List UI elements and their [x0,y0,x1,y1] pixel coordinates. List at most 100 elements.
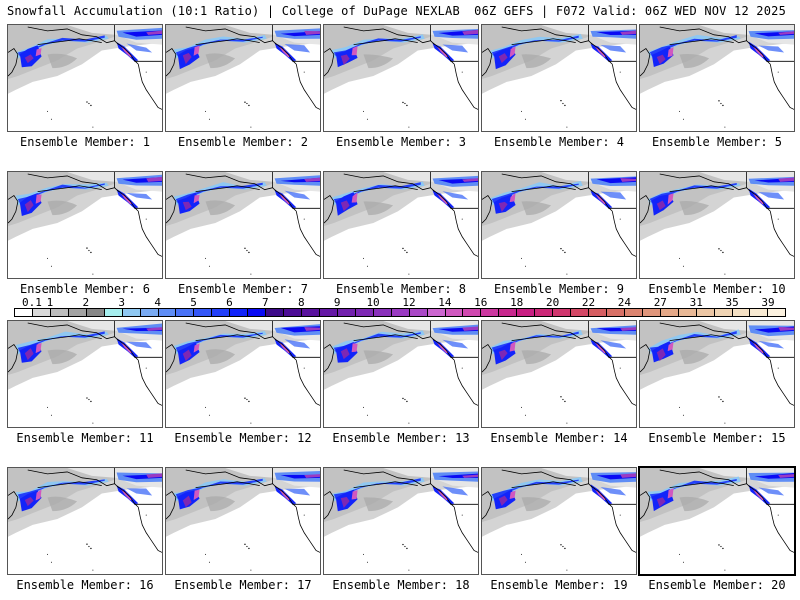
colorbar-tick-label: 18 [510,296,524,309]
colorbar-swatch [714,309,733,316]
coastline-kamchatka [8,344,19,373]
coastline-us-west [769,211,794,257]
hawaii-island [246,545,248,548]
pacific-island [619,367,621,369]
pacific-island [408,422,410,424]
coastline-aleutians [37,38,102,46]
coastline-us-west [137,211,162,257]
ensemble-member-label: Ensemble Member: 13 [332,431,470,445]
pacific-island [682,414,684,416]
snow-extreme-core [278,488,291,501]
snow-light-region [8,25,117,79]
hawaii-island [720,545,722,548]
snow-extreme-core [498,53,508,64]
snow-extreme-core [35,194,42,204]
pacific-island [408,273,410,275]
snow-heavy-band [333,332,421,353]
hawaii-island [560,247,562,250]
hawaii-island [722,547,724,550]
coastline-alaska [659,469,751,488]
coastline-aleutians [195,334,260,342]
ensemble-member-label: Ensemble Member: 18 [332,578,470,592]
pacific-island [362,257,364,259]
snow-light-region [699,25,794,45]
ensemble-member-label: Ensemble Member: 15 [648,431,786,445]
pacific-island [303,514,305,516]
hawaii-island [402,247,404,250]
snow-light-region [679,496,710,512]
snow-extreme-core [509,192,516,203]
pacific-island [524,414,526,416]
snow-extreme-core [340,348,350,360]
coastline-kamchatka [640,195,651,224]
snow-moderate-band [126,193,153,200]
pacific-island [208,414,210,416]
coastline-kamchatka [482,344,493,373]
pacific-island [50,118,52,120]
coastline-aleutians [195,185,260,193]
coastline-us-west [769,507,794,553]
snow-extreme-core [182,349,192,362]
snow-extreme-core [24,348,34,361]
colorbar-swatch [409,309,428,316]
snow-extreme-core [594,341,607,354]
snow-moderate-band [758,192,785,200]
pacific-island [204,110,206,112]
coastline-us-west [295,211,320,257]
hawaii-island [720,398,722,401]
ensemble-member-label: Ensemble Member: 14 [490,431,628,445]
snow-extreme-core [594,45,607,58]
hawaii-island [402,543,404,546]
coastline-kamchatka [324,48,335,77]
coastline-aleutians [37,481,102,489]
colorbar-tick-label: 5 [190,296,197,309]
coastline-us-west [137,507,162,553]
colorbar-swatch [15,309,33,316]
colorbar-tick-label: 20 [545,296,560,309]
hawaii-island [90,251,92,254]
hawaii-island [562,102,564,105]
colorbar-swatch [266,309,285,316]
snow-heavy-band [175,332,263,353]
hawaii-island [88,398,90,401]
coastline-us-west [137,360,162,406]
hawaii-island [562,398,564,401]
ensemble-member-label: Ensemble Member: 19 [490,578,628,592]
pacific-island [524,561,526,563]
ensemble-map-panel [165,24,321,132]
pacific-island [777,514,779,516]
pacific-island [46,406,48,408]
colorbar-swatch [194,309,213,316]
coastline-kamchatka [166,344,177,373]
coastline-us-west [611,360,636,406]
snow-heavy-band [649,331,737,353]
hawaii-island [718,396,720,398]
snow-extreme-core [462,326,478,331]
hawaii-island [248,547,250,550]
snow-extreme-core [182,495,192,508]
pacific-island [145,514,147,516]
snow-extreme-core [351,46,358,56]
colorbar-swatch [319,309,338,316]
ensemble-member-label: Ensemble Member: 11 [16,431,154,445]
coastline-alaska [343,173,435,192]
snow-light-region [679,200,710,216]
hawaii-island [722,251,724,254]
colorbar-swatch [696,309,715,316]
run-valid-time: 06Z GEFS | F072 Valid: 06Z WED NOV 12 20… [474,4,786,18]
pacific-island [208,118,210,120]
colorbar-tick-label: 10 [366,296,380,309]
snow-extreme-core [35,342,42,354]
hawaii-island [562,545,564,548]
snow-extreme-core [35,48,42,57]
colorbar-swatch [32,309,51,316]
snow-extreme-core [24,200,34,213]
snow-extreme-core [620,327,636,331]
colorbar-tick-label: 8 [297,296,305,309]
coastline-alaska [659,173,751,192]
pacific-island [250,422,252,424]
snow-extreme-core [509,341,516,352]
coastline-alaska [27,26,119,45]
coastline-kamchatka [166,195,177,224]
hawaii-island [88,102,90,105]
